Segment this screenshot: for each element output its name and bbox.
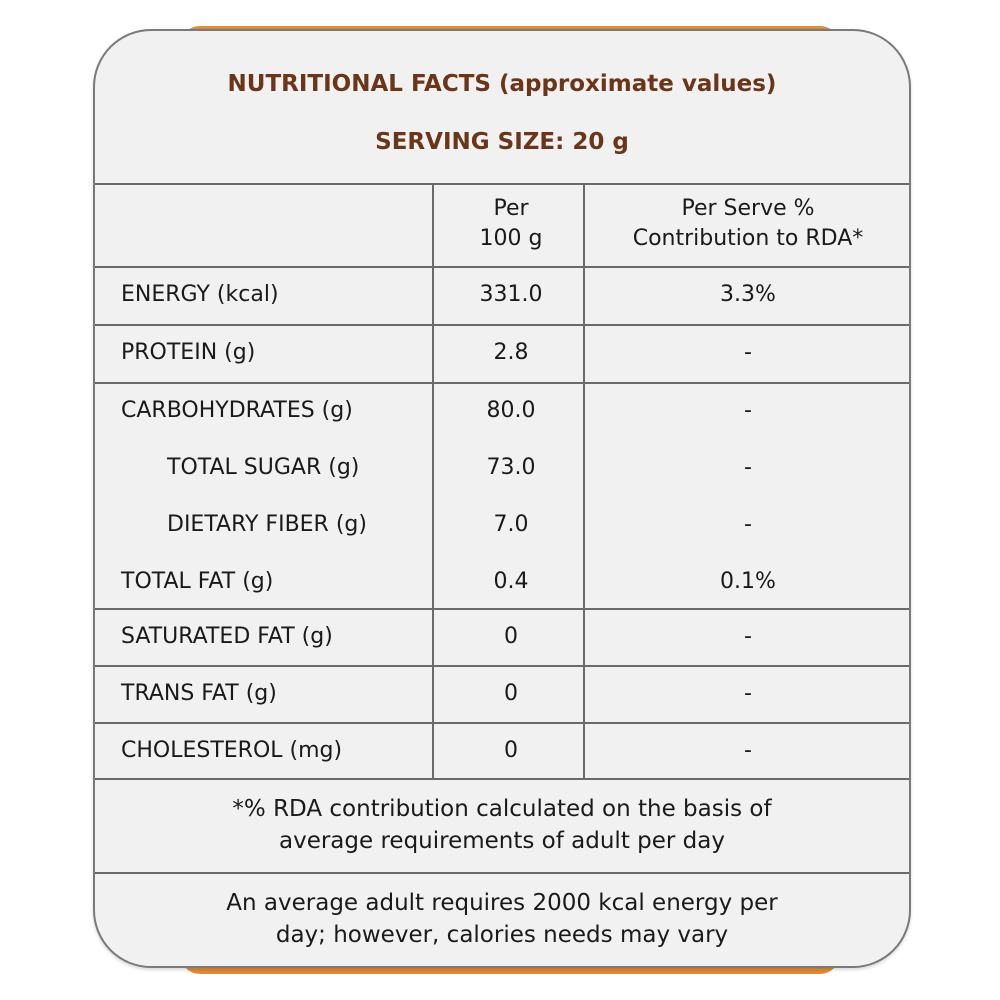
per-100g-value: 0 [504, 624, 518, 649]
rda-footnote: *% RDA contribution calculated on the ba… [95, 793, 909, 857]
nutrient-name: PROTEIN (g) [121, 340, 256, 365]
column-divider [583, 183, 585, 779]
nutrient-name: DIETARY FIBER (g) [167, 512, 367, 537]
nutrient-name: TOTAL FAT (g) [121, 569, 274, 594]
divider [95, 665, 909, 667]
per-100g-value: 73.0 [486, 455, 536, 480]
header-line: Per [493, 196, 529, 221]
nutrient-name: ENERGY (kcal) [121, 282, 279, 307]
divider [95, 778, 909, 780]
nutrient-name: SATURATED FAT (g) [121, 624, 333, 649]
note-line: An average adult requires 2000 kcal ener… [226, 890, 778, 916]
per-100g-value: 0 [504, 738, 518, 763]
divider [95, 266, 909, 268]
per-100g-value: 80.0 [486, 398, 536, 423]
divider [95, 382, 909, 384]
divider [95, 872, 909, 874]
per-100g-value: 331.0 [479, 282, 543, 307]
nutrition-facts-panel: NUTRITIONAL FACTS (approximate values) S… [93, 29, 911, 968]
serving-size: SERVING SIZE: 20 g [375, 129, 629, 155]
header-rda: Per Serve % Contribution to RDA* [585, 194, 909, 254]
rda-value: 3.3% [720, 282, 776, 307]
divider [95, 722, 909, 724]
nutrient-name: TOTAL SUGAR (g) [167, 455, 360, 480]
header-line: Contribution to RDA* [632, 226, 864, 251]
column-divider [432, 183, 434, 779]
per-100g-value: 2.8 [493, 340, 529, 365]
header-line: 100 g [479, 226, 543, 251]
rda-value: - [744, 681, 752, 706]
nutrient-name: TRANS FAT (g) [121, 681, 277, 706]
rda-value: - [744, 512, 752, 537]
rda-value: - [744, 455, 752, 480]
panel-title: NUTRITIONAL FACTS (approximate values) [227, 71, 777, 97]
divider [95, 608, 909, 610]
energy-note: An average adult requires 2000 kcal ener… [95, 887, 909, 951]
divider [95, 183, 909, 185]
rda-value: - [744, 738, 752, 763]
nutrient-name: CHOLESTEROL (mg) [121, 738, 343, 763]
header-line: Per Serve % [681, 196, 815, 221]
footnote-line: average requirements of adult per day [279, 828, 725, 854]
note-line: day; however, calories needs may vary [275, 922, 729, 948]
rda-value: - [744, 624, 752, 649]
rda-value: - [744, 398, 752, 423]
rda-value: 0.1% [720, 569, 776, 594]
header-per-100g: Per 100 g [436, 194, 586, 254]
footnote-line: *% RDA contribution calculated on the ba… [232, 796, 772, 822]
divider [95, 324, 909, 326]
per-100g-value: 7.0 [493, 512, 529, 537]
rda-value: - [744, 340, 752, 365]
per-100g-value: 0.4 [493, 569, 529, 594]
nutrient-name: CARBOHYDRATES (g) [121, 398, 353, 423]
per-100g-value: 0 [504, 681, 518, 706]
